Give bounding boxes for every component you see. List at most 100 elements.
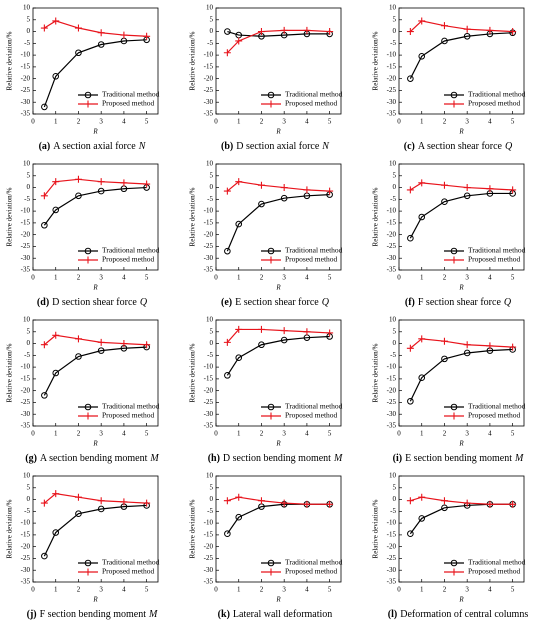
x-tick-label: 3 (99, 118, 103, 126)
x-tick-label: 3 (99, 586, 103, 594)
y-tick-label: -10 (387, 51, 397, 59)
y-tick-label: -10 (204, 207, 214, 215)
data-point (418, 17, 426, 25)
data-point (486, 26, 494, 34)
x-tick-label: 0 (31, 274, 35, 282)
data-point (509, 28, 517, 36)
legend-marker (84, 256, 92, 264)
data-point (120, 31, 128, 39)
x-tick-label: 5 (328, 430, 332, 438)
data-point (223, 49, 231, 57)
y-tick-label: -35 (387, 578, 397, 586)
y-tick-label: -35 (204, 578, 214, 586)
data-point (441, 198, 448, 205)
data-point (280, 194, 288, 202)
series-line (43, 186, 147, 226)
caption-symbol: M (148, 609, 158, 620)
legend-marker (450, 403, 458, 411)
caption: (b) D section axial force N (221, 141, 330, 152)
x-tick-label: 4 (488, 274, 492, 282)
data-point (224, 247, 231, 255)
y-tick-label: -30 (204, 566, 214, 574)
data-point (440, 181, 448, 189)
y-tick-label: -10 (21, 519, 31, 527)
caption: (f) F section shear force Q (405, 297, 512, 308)
x-tick-label: 4 (122, 274, 126, 282)
plot-frame (32, 7, 159, 115)
x-tick-label: 5 (511, 274, 515, 282)
x-tick-label: 5 (328, 274, 332, 282)
y-tick-label: -20 (387, 74, 397, 82)
data-point (303, 26, 311, 34)
y-tick-label: 5 (210, 327, 214, 335)
legend-marker (267, 412, 275, 420)
data-point (418, 335, 426, 343)
data-point (235, 178, 243, 186)
data-point (418, 374, 426, 382)
y-tick-label: 0 (210, 27, 214, 35)
series-line (43, 346, 147, 396)
data-point (440, 337, 448, 345)
legend-marker (450, 412, 458, 420)
y-tick-label: -10 (204, 519, 214, 527)
data-point (463, 184, 471, 192)
y-tick-label: -10 (204, 51, 214, 59)
data-point (97, 29, 105, 37)
legend-marker (267, 568, 275, 576)
legend-marker (267, 256, 275, 264)
caption-text: A section bending moment (40, 453, 148, 464)
y-tick-label: -10 (387, 363, 397, 371)
legend-label: Traditional method (102, 246, 160, 255)
x-tick-label: 3 (465, 430, 469, 438)
legend-marker (450, 91, 458, 99)
data-point (406, 28, 414, 36)
data-point (74, 24, 82, 32)
x-tick-label: 4 (488, 430, 492, 438)
y-tick-label: -35 (21, 110, 31, 118)
y-tick-label: -25 (21, 86, 31, 94)
y-tick-label: -15 (21, 218, 31, 226)
data-point (120, 340, 128, 348)
legend-label: Traditional method (468, 90, 526, 99)
x-tick-label: 0 (31, 430, 35, 438)
caption-symbol: Q (504, 297, 512, 308)
data-point (509, 500, 517, 508)
legend-label: Proposed method (285, 99, 338, 108)
plot-frame (398, 475, 525, 583)
x-tick-label: 1 (420, 430, 424, 438)
legend-label: Traditional method (285, 402, 343, 411)
data-point (52, 73, 60, 80)
data-point (258, 200, 265, 208)
caption-symbol: Q (322, 297, 330, 308)
data-point (509, 343, 517, 351)
x-tick-label: 2 (443, 586, 447, 594)
data-point (97, 497, 105, 505)
data-point (326, 329, 334, 337)
x-tick-label: 0 (31, 118, 35, 126)
x-axis-label: R (92, 284, 98, 292)
x-tick-label: 0 (214, 586, 218, 594)
caption-text: D section shear force (52, 297, 137, 308)
y-tick-label: -25 (21, 554, 31, 562)
legend-marker (84, 91, 92, 99)
data-point (257, 325, 265, 333)
caption-label: (f) (405, 297, 415, 308)
caption-symbol: M (149, 453, 159, 464)
data-point (224, 372, 231, 379)
y-tick-label: -35 (204, 266, 214, 274)
data-point (97, 187, 105, 195)
y-tick-label: -15 (21, 374, 31, 382)
caption: (d) D section shear force Q (37, 297, 148, 308)
data-point (224, 28, 231, 35)
y-tick-label: -25 (387, 398, 397, 406)
x-tick-label: 2 (260, 274, 264, 282)
data-point (120, 498, 128, 506)
data-point (258, 341, 265, 349)
y-tick-label: -35 (204, 422, 214, 430)
plot-frame (398, 7, 525, 115)
y-tick-label: -25 (387, 554, 397, 562)
data-point (41, 392, 48, 399)
legend-label: Proposed method (468, 411, 521, 420)
x-tick-label: 4 (488, 586, 492, 594)
legend-marker (450, 100, 458, 108)
